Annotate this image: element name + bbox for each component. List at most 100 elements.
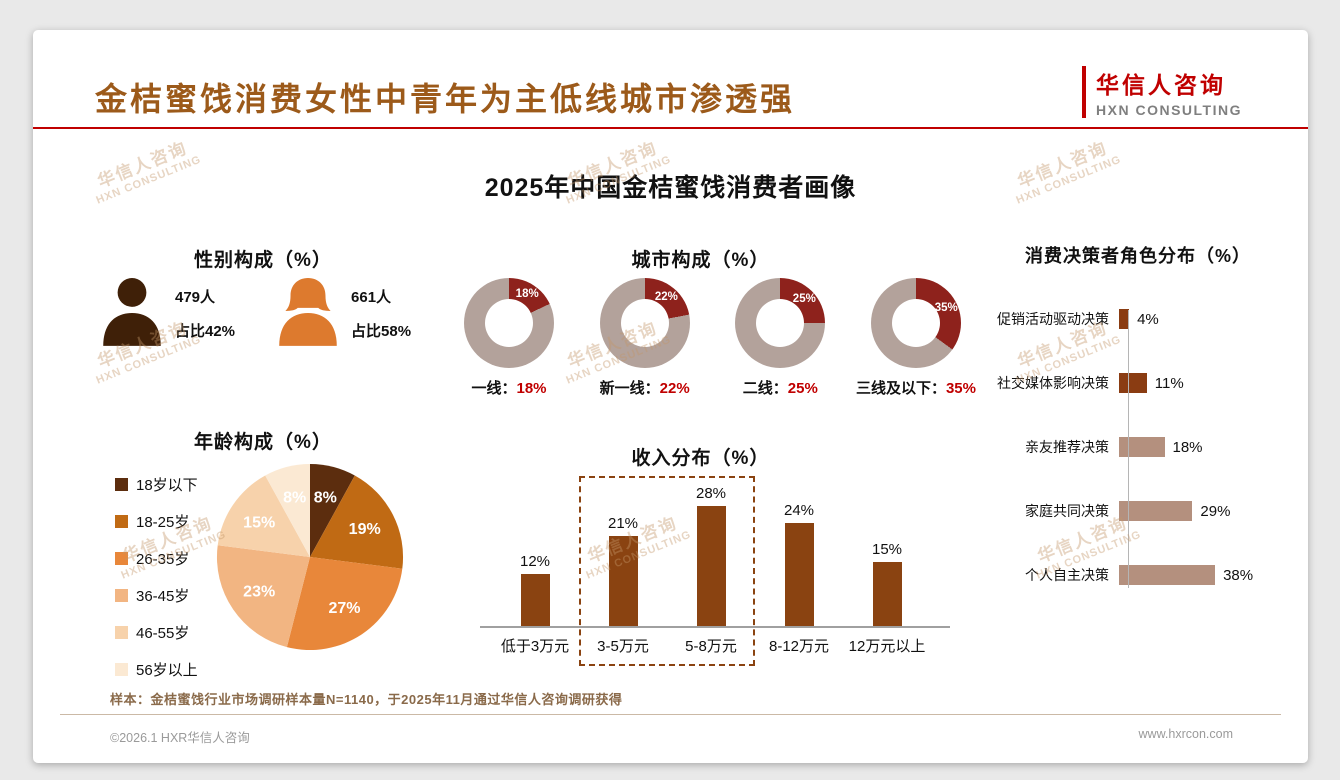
donut-caption-label: 三线及以下： [855, 380, 946, 397]
sample-footnote: 样本：金桔蜜饯行业市场调研样本量N=1140，于2025年11月通过华信人咨询调… [110, 692, 623, 707]
income-category-label: 5-8万元 [685, 638, 737, 655]
income-category-label: 12万元以上 [848, 638, 926, 655]
decision-label: 个人自主决策 [1025, 567, 1109, 583]
donut-caption: 三线及以下：35% [852, 377, 980, 398]
decision-value: 29% [1200, 502, 1231, 520]
city-donut: 18% 一线：18% [445, 278, 573, 398]
age-pie-chart: 8% 19% 27% 23% 15% 8% [216, 464, 404, 651]
pie-slice [310, 475, 404, 569]
decision-bar [1119, 501, 1193, 521]
decision-bar [1119, 373, 1147, 393]
income-bar-value: 12% [519, 553, 551, 571]
decision-value: 4% [1137, 310, 1159, 328]
pie-slice [217, 475, 310, 557]
footer-copyright: ©2026.1 HXR华信人咨询 [110, 731, 250, 745]
legend-item: 18-25岁 [115, 511, 198, 532]
donut-slice-value: 35% [934, 301, 958, 314]
legend-label: 46-55岁 [136, 625, 190, 642]
donut-caption-label: 新一线： [599, 380, 660, 397]
decision-bar [1119, 309, 1130, 329]
decision-row: 亲友推荐决策 18% [983, 436, 1308, 458]
decision-label: 家庭共同决策 [1025, 503, 1109, 519]
income-bar [872, 561, 902, 626]
legend-item: 36-45岁 [115, 585, 198, 606]
income-bar-value: 28% [695, 484, 727, 502]
pie-slice [310, 464, 355, 557]
slide-card: 金桔蜜饯消费女性中青年为主低线城市渗透强 华信人咨询 HXN CONSULTIN… [33, 30, 1308, 763]
donut-caption-value: 25% [787, 380, 818, 397]
decision-hbar-chart: 促销活动驱动决策 4% 社交媒体影响决策 11% 亲友推荐决策 18% 家庭共同决策 29% 个… [983, 308, 1308, 628]
income-category-label: 低于3万元 [500, 638, 570, 655]
legend-swatch [115, 663, 128, 676]
donut-ring: 35% [870, 278, 961, 368]
legend-item: 26-35岁 [115, 548, 198, 569]
legend-item: 18岁以下 [115, 474, 198, 495]
decision-row: 社交媒体影响决策 11% [983, 372, 1308, 394]
gender-male-group: 479人 占比42% [99, 276, 235, 350]
male-person-icon [103, 278, 161, 346]
header-divider [33, 127, 1308, 129]
city-section-title: 城市构成（%） [631, 250, 770, 271]
income-x-axis-labels: 低于3万元 3-5万元 5-8万元 8-12万元 12万元以上 [480, 635, 950, 656]
income-bar [696, 505, 726, 626]
logo-english-name: HXN CONSULTING [1096, 102, 1242, 118]
donut-caption: 新一线：22% [581, 377, 709, 398]
decision-bar [1119, 437, 1165, 457]
city-donut-charts: 18% 一线：18% 22% 新一线：22% 25% 二线：25% 35% 三线及以下：35% [445, 278, 980, 398]
age-pie-legend: 18岁以下 18-25岁 26-35岁 36-45岁 46-55岁 56岁以上 [115, 474, 198, 696]
decision-bar [1119, 565, 1216, 585]
income-bar-slot: 28% [667, 485, 755, 626]
donut-hole [891, 299, 940, 347]
donut-hole [756, 299, 805, 347]
female-person-icon [279, 278, 337, 346]
donut-slice-value: 25% [792, 293, 816, 305]
pie-slice-label: 8% [314, 490, 337, 507]
income-bar-slot: 12% [491, 553, 579, 626]
decision-label: 社交媒体影响决策 [997, 375, 1109, 391]
donut-caption: 一线：18% [445, 377, 573, 398]
income-category-label: 3-5万元 [597, 638, 649, 655]
company-logo: 华信人咨询 HXN CONSULTING [1082, 66, 1242, 118]
income-bar-slot: 21% [579, 515, 667, 626]
donut-caption-label: 一线： [471, 380, 517, 397]
page-title: 金桔蜜饯消费女性中青年为主低线城市渗透强 [95, 81, 796, 117]
pie-slice-label: 19% [349, 521, 381, 538]
decision-row: 个人自主决策 38% [983, 564, 1308, 586]
age-section-title: 年龄构成（%） [194, 432, 332, 453]
female-count: 661人 [351, 288, 392, 306]
legend-label: 56岁以上 [136, 662, 198, 679]
income-section-title: 收入分布（%） [631, 448, 770, 469]
decision-axis-line [1128, 310, 1129, 588]
income-bar-chart: 12% 21% 28% 24% 15% 低于3万元 3-5万元 5-8万元 8-12万元 12万… [480, 470, 950, 666]
pie-slice-label: 15% [243, 515, 275, 532]
legend-label: 18岁以下 [136, 477, 198, 494]
legend-label: 18-25岁 [136, 514, 190, 531]
gender-female-group: 661人 占比58% [275, 276, 411, 350]
legend-label: 26-35岁 [136, 551, 190, 568]
city-donut: 22% 新一线：22% [581, 278, 709, 398]
income-bar [520, 574, 550, 626]
pie-slice [265, 464, 310, 557]
income-category-label: 8-12万元 [768, 638, 830, 655]
legend-swatch [115, 478, 128, 491]
income-bar [608, 535, 638, 626]
donut-caption-value: 18% [516, 380, 547, 397]
pie-slice-label: 27% [328, 600, 360, 617]
logo-chinese-name: 华信人咨询 [1096, 72, 1227, 98]
legend-item: 56岁以上 [115, 659, 198, 680]
donut-ring: 25% [735, 278, 826, 368]
donut-caption: 二线：25% [716, 377, 844, 398]
footer-website: www.hxrcon.com [1138, 727, 1233, 741]
decision-rows: 促销活动驱动决策 4% 社交媒体影响决策 11% 亲友推荐决策 18% 家庭共同决策 29% 个… [983, 308, 1308, 586]
legend-label: 36-45岁 [136, 588, 190, 605]
donut-ring: 18% [464, 278, 554, 368]
income-bar-slot: 15% [843, 541, 931, 626]
male-stats: 479人 占比42% [175, 286, 235, 341]
city-donut: 25% 二线：25% [716, 278, 844, 398]
donut-caption-value: 22% [659, 380, 690, 397]
main-chart-title: 2025年中国金桔蜜饯消费者画像 [484, 174, 857, 202]
pie-slice-label: 23% [243, 584, 275, 601]
decision-section-title: 消费决策者角色分布（%） [1024, 246, 1251, 266]
female-stats: 661人 占比58% [351, 286, 411, 341]
legend-swatch [115, 589, 128, 602]
